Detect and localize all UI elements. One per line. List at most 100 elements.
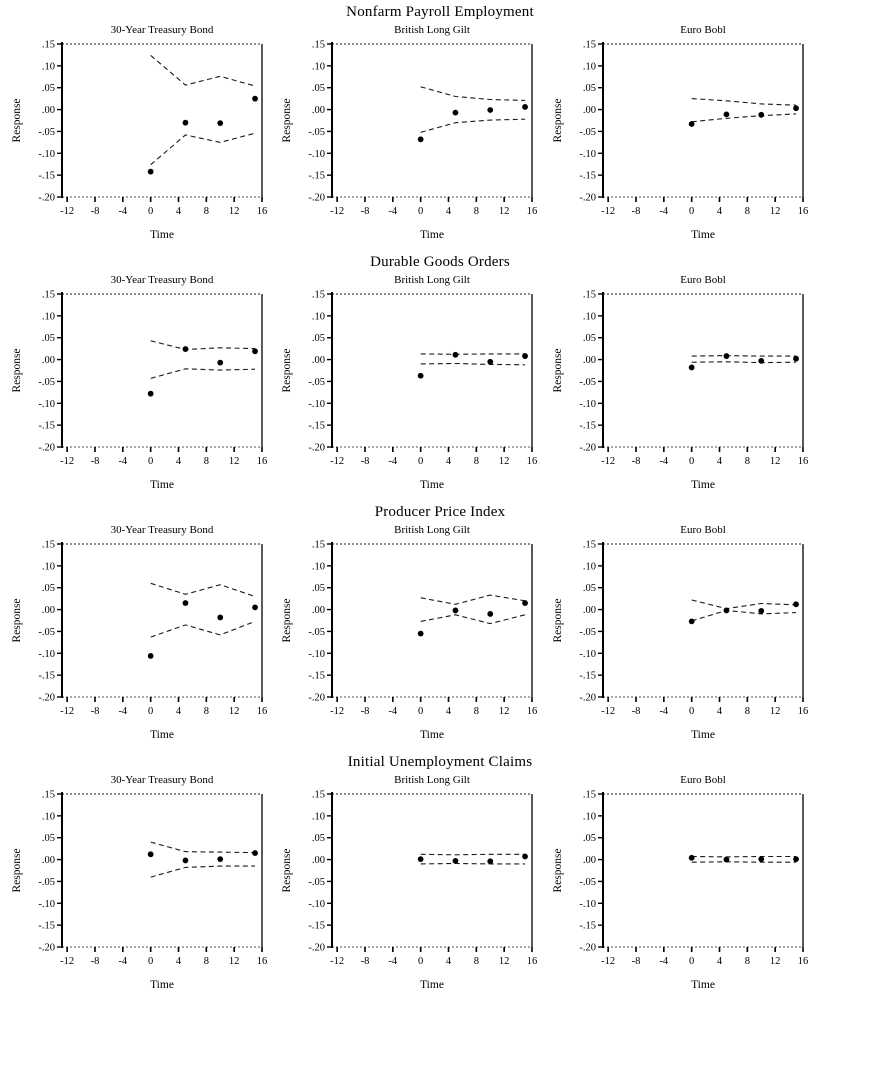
response-dot	[147, 168, 154, 175]
response-chart: .15 .10 .05 .00 -.05 -.10 -.15 -.20 -12 -8 -4 0 4 8 12…	[11, 40, 267, 242]
x-tick-label: -12	[60, 206, 74, 217]
x-axis-title: Time	[420, 729, 444, 741]
y-axis-title: Response	[11, 598, 23, 642]
y-tick-label: .05	[312, 833, 325, 844]
x-tick-label: 16	[527, 206, 538, 217]
chart-subtitle: Euro Bobl	[680, 524, 726, 536]
y-tick-label: .10	[42, 311, 55, 322]
y-tick-label: .15	[42, 290, 55, 301]
response-dot	[252, 850, 258, 856]
x-tick-label: 12	[499, 456, 510, 467]
y-tick-label: -.10	[579, 899, 596, 910]
x-tick-label: -4	[118, 206, 127, 217]
response-dot	[723, 607, 730, 614]
y-axis-title: Response	[281, 598, 293, 642]
x-tick-label: 12	[229, 956, 240, 967]
x-tick-label: 0	[148, 206, 153, 217]
x-axis-title: Time	[150, 229, 174, 241]
x-tick-label: 4	[176, 956, 182, 967]
x-axis-title: Time	[691, 979, 715, 991]
lower-band-line	[420, 362, 526, 366]
x-tick-label: 8	[745, 456, 750, 467]
chart-panel: British Long Gilt .15 .10 .05 .00 -.05 -.10 -.1…	[270, 270, 542, 502]
response-dot	[793, 105, 799, 112]
chart-panel: Euro Bobl .15 .10 .05 .00 -.05 -.10 -.15 -.20 -12…	[541, 20, 813, 252]
response-chart: .15 .10 .05 .00 -.05 -.10 -.15 -.20 -12 -8 -4 0 4 8 12…	[281, 540, 538, 742]
y-tick-label: -.20	[308, 193, 325, 204]
y-tick-label: -.20	[38, 943, 55, 954]
y-tick-label: .05	[312, 333, 325, 344]
response-dot	[252, 604, 258, 611]
x-tick-label: 16	[798, 706, 809, 717]
y-tick-label: -.10	[308, 399, 325, 410]
x-tick-label: -8	[361, 706, 370, 717]
response-chart: .15 .10 .05 .00 -.05 -.10 -.15 -.20 -12 -8 -4 0 4 8 12…	[11, 790, 267, 992]
upper-band-line	[420, 86, 526, 101]
y-tick-label: -.15	[38, 171, 55, 182]
chart-subtitle: British Long Gilt	[394, 274, 470, 286]
y-tick-label: .10	[312, 61, 325, 72]
y-tick-label: .00	[583, 355, 596, 366]
y-tick-label: .05	[42, 583, 55, 594]
lower-band-line	[691, 113, 797, 123]
response-dot	[147, 851, 154, 858]
y-tick-label: .15	[583, 40, 596, 51]
response-dot	[793, 856, 799, 863]
response-dot	[217, 856, 224, 863]
lower-band-line	[691, 361, 797, 364]
y-tick-label: -.10	[579, 399, 596, 410]
x-tick-label: 0	[148, 956, 153, 967]
response-dot	[688, 121, 695, 127]
y-tick-label: .05	[312, 83, 325, 94]
y-tick-label: .00	[312, 605, 325, 616]
x-tick-label: 16	[798, 206, 809, 217]
x-tick-label: -4	[118, 706, 127, 717]
x-tick-label: 0	[689, 206, 694, 217]
y-tick-label: .10	[583, 561, 596, 572]
y-tick-label: .00	[42, 855, 55, 866]
y-tick-label: .15	[42, 40, 55, 51]
upper-band-line	[691, 355, 796, 357]
y-tick-label: -.05	[579, 627, 596, 638]
y-axis-title: Response	[281, 98, 293, 142]
x-axis-title: Time	[420, 979, 444, 991]
y-tick-label: -.15	[38, 921, 55, 932]
y-tick-label: .00	[583, 105, 596, 116]
y-tick-label: .05	[42, 83, 55, 94]
response-dot	[252, 348, 258, 355]
y-tick-label: .00	[312, 105, 325, 116]
chart-panel: 30-Year Treasury Bond .15 .10 .05 .00 -.05 -.1…	[0, 270, 272, 502]
x-tick-label: 8	[474, 956, 479, 967]
chart-subtitle: British Long Gilt	[394, 524, 470, 536]
y-tick-label: .10	[583, 61, 596, 72]
y-tick-label: -.10	[308, 899, 325, 910]
x-tick-label: 0	[148, 706, 153, 717]
response-dot	[688, 854, 695, 861]
x-tick-label: 12	[499, 956, 510, 967]
response-dot	[452, 109, 459, 116]
chart-subtitle: Euro Bobl	[680, 274, 726, 286]
response-chart: .15 .10 .05 .00 -.05 -.10 -.15 -.20 -12 -8 -4 0 4 8 12…	[281, 290, 537, 492]
x-tick-label: 16	[257, 706, 268, 717]
x-tick-label: 16	[257, 456, 268, 467]
x-tick-label: -12	[330, 456, 344, 467]
y-tick-label: .05	[583, 583, 596, 594]
y-tick-label: .15	[42, 790, 55, 801]
y-tick-label: -.05	[38, 627, 55, 638]
figure-row: Initial Unemployment Claims 30-Year Treas…	[0, 752, 869, 1002]
chart-panel: British Long Gilt .15 .10 .05 .00 -.05 -.10 -.1…	[270, 520, 542, 752]
x-tick-label: 12	[499, 706, 510, 717]
response-dot	[723, 353, 730, 359]
figure-row: Producer Price Index 30-Year Treasury Bon…	[0, 502, 869, 752]
x-axis-title: Time	[691, 479, 715, 491]
x-tick-label: 16	[527, 706, 538, 717]
row-title: Producer Price Index	[374, 504, 506, 520]
x-axis-title: Time	[420, 229, 444, 241]
upper-band-line	[691, 599, 797, 610]
upper-band-line	[420, 594, 526, 605]
chart-panel: Euro Bobl .15 .10 .05 .00 -.05 -.10 -.15 -.20 -12…	[541, 520, 813, 752]
y-tick-label: -.05	[38, 877, 55, 888]
x-tick-label: 12	[229, 456, 240, 467]
response-chart: .15 .10 .05 .00 -.05 -.10 -.15 -.20 -12 -8 -4 0 4 8 12…	[11, 540, 268, 742]
